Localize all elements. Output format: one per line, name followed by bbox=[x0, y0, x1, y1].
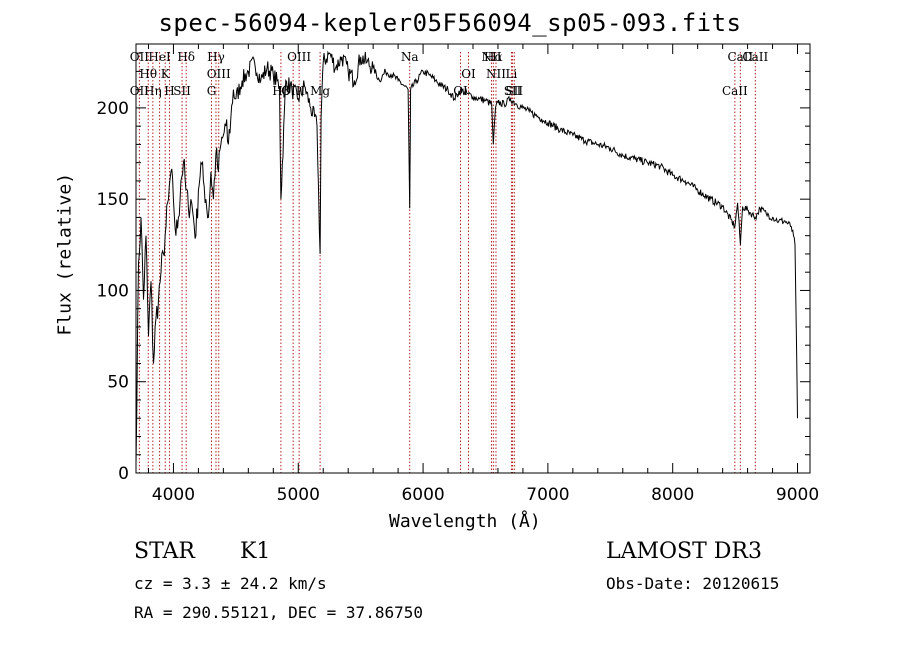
line-label: OIII bbox=[281, 84, 305, 98]
survey-name: LAMOST DR3 bbox=[606, 539, 762, 564]
y-tick-label: 0 bbox=[118, 464, 129, 484]
y-axis-label: Flux (relative) bbox=[54, 172, 76, 336]
line-label: OI bbox=[461, 67, 476, 81]
object-subclass: K1 bbox=[240, 539, 271, 564]
line-label: Hα bbox=[484, 50, 503, 64]
line-label: HeI bbox=[148, 50, 171, 64]
chart-title: spec-56094-kepler05F56094_sp05-093.fits bbox=[158, 9, 742, 37]
x-tick-label: 6000 bbox=[401, 485, 444, 505]
line-label: Na bbox=[401, 50, 419, 64]
line-label: OI bbox=[453, 84, 468, 98]
x-tick-label: 9000 bbox=[776, 485, 819, 505]
line-label: NII bbox=[486, 67, 506, 81]
obs-date: Obs-Date: 20120615 bbox=[606, 574, 780, 593]
coordinates: RA = 290.55121, DEC = 37.86750 bbox=[134, 603, 423, 622]
line-label: SII bbox=[505, 84, 523, 98]
line-label: OII bbox=[130, 84, 150, 98]
y-tick-label: 200 bbox=[97, 99, 129, 119]
line-label: Hγ bbox=[207, 50, 225, 64]
line-label: K bbox=[161, 67, 171, 81]
line-label: OII bbox=[130, 50, 150, 64]
object-class: STAR bbox=[134, 539, 195, 564]
x-axis-label: Wavelength (Å) bbox=[389, 511, 541, 532]
redshift-readout: cz = 3.3 ± 24.2 km/s bbox=[134, 574, 327, 593]
y-tick-label: 100 bbox=[97, 281, 129, 301]
line-label: G bbox=[207, 84, 217, 98]
y-tick-label: 50 bbox=[107, 373, 129, 393]
line-label: Hδ bbox=[177, 50, 195, 64]
x-tick-label: 5000 bbox=[277, 485, 320, 505]
x-tick-label: 7000 bbox=[526, 485, 569, 505]
x-tick-label: 8000 bbox=[651, 485, 694, 505]
plot-frame bbox=[135, 43, 811, 474]
line-label: CaII bbox=[722, 84, 748, 98]
line-label: Hθ bbox=[139, 67, 157, 81]
line-label: SII bbox=[504, 84, 522, 98]
line-label: H bbox=[164, 84, 174, 98]
line-label: OIII bbox=[287, 50, 311, 64]
flux-line bbox=[135, 50, 798, 464]
y-tick-label: 150 bbox=[97, 190, 129, 210]
x-tick-label: 4000 bbox=[152, 485, 195, 505]
line-label: Hβ bbox=[272, 84, 289, 98]
line-label: Hη bbox=[144, 84, 162, 98]
line-label: OIII bbox=[207, 67, 231, 81]
line-label: Li bbox=[506, 67, 518, 81]
line-label: NII bbox=[481, 50, 501, 64]
line-label: Mg bbox=[310, 84, 330, 98]
line-label: CaII bbox=[727, 50, 753, 64]
line-label: CaII bbox=[742, 50, 768, 64]
line-label: SII bbox=[173, 84, 191, 98]
